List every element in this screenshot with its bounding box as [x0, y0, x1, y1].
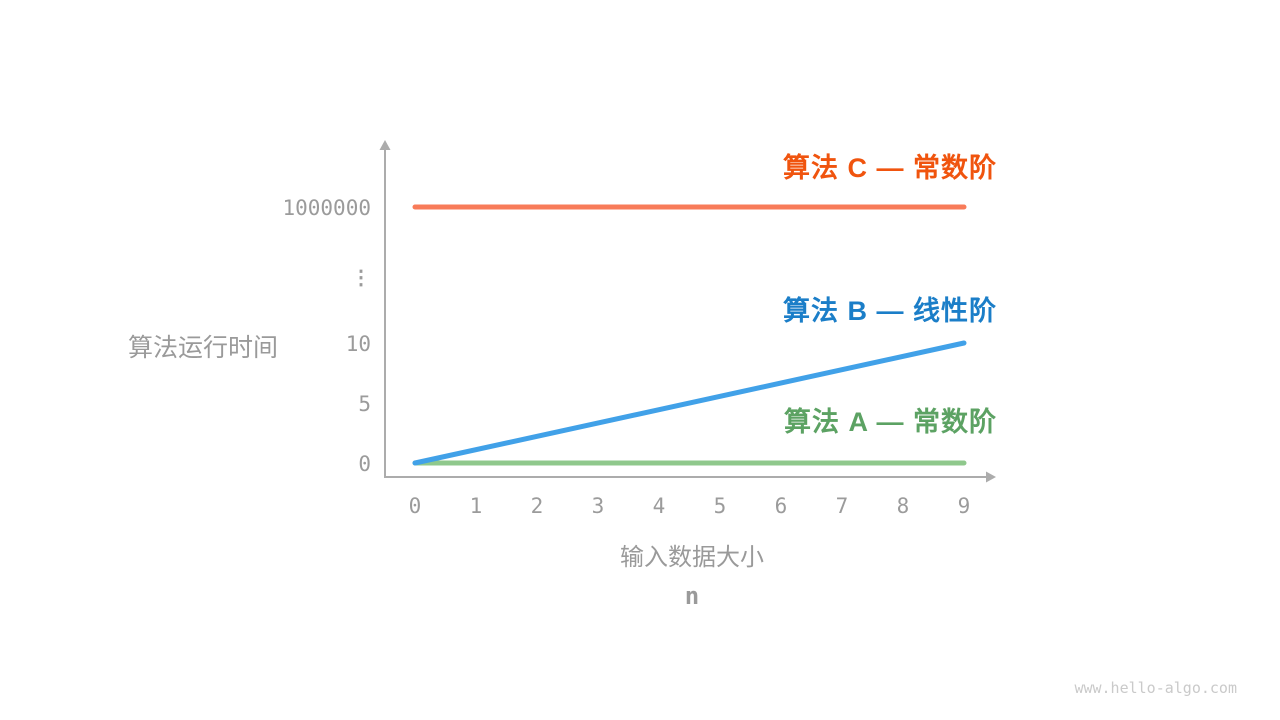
y-tick-label: 10	[346, 332, 371, 356]
x-tick-label: 1	[470, 494, 483, 518]
series-line-1	[412, 340, 967, 466]
x-tick-label: 6	[775, 494, 788, 518]
x-tick-label: 8	[897, 494, 910, 518]
watermark: www.hello-algo.com	[1074, 679, 1237, 697]
x-axis-title: 输入数据大小	[620, 544, 764, 571]
x-tick-label: 0	[409, 494, 422, 518]
x-tick-label: 9	[958, 494, 971, 518]
legend-algorithm-a: 算法 A — 常数阶	[783, 407, 997, 437]
y-tick-label: 5	[358, 392, 371, 416]
x-tick-label: 3	[592, 494, 605, 518]
x-tick-label: 5	[714, 494, 727, 518]
y-tick-label: 1000000	[282, 196, 371, 220]
legend-algorithm-b: 算法 B — 线性阶	[782, 296, 997, 326]
y-tick-label: ⋮	[351, 265, 371, 289]
legend-algorithm-c: 算法 C — 常数阶	[782, 153, 997, 183]
x-tick-label: 4	[653, 494, 666, 518]
x-tick-label: 7	[836, 494, 849, 518]
x-tick-label: 2	[531, 494, 544, 518]
x-axis-variable: n	[684, 582, 700, 610]
y-tick-label: 0	[358, 452, 371, 476]
y-axis-arrow	[379, 140, 391, 150]
x-axis-arrow	[986, 471, 996, 483]
y-axis-title: 算法运行时间	[128, 334, 279, 362]
